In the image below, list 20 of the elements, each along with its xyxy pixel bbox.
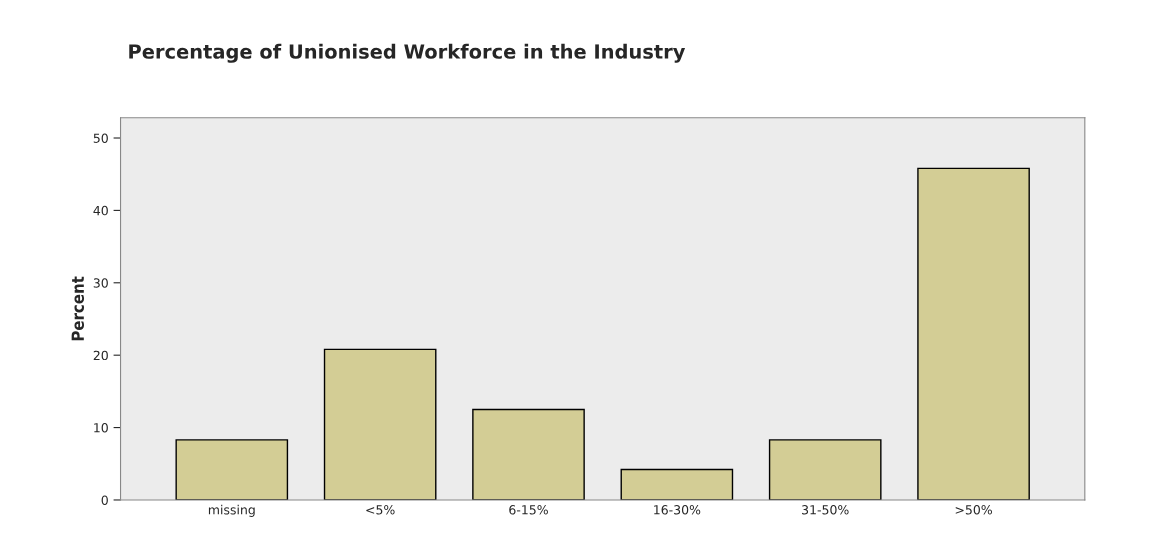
chart-title: Percentage of Unionised Workforce in the Industry: [129, 43, 686, 63]
bar: [472, 408, 585, 500]
y-tick-label: 20: [93, 350, 108, 361]
x-tick-label: 6-15%: [509, 505, 548, 515]
x-tick-label: <5%: [366, 505, 395, 515]
bar: [323, 348, 437, 500]
y-tick-label: 40: [93, 205, 108, 216]
x-tick-label: >50%: [955, 505, 992, 515]
bar: [620, 468, 734, 500]
bar: [175, 439, 289, 500]
y-axis-title: Percent: [71, 276, 85, 341]
bar: [917, 167, 1030, 500]
x-tick-label: missing: [208, 504, 255, 517]
y-tick-label: 50: [93, 133, 108, 143]
x-tick-label: 16-30%: [654, 505, 701, 515]
x-tick-label: 31-50%: [802, 505, 849, 515]
y-tick-label: 10: [94, 423, 108, 433]
bar: [768, 439, 882, 500]
y-tick-label: 0: [101, 495, 108, 505]
y-tick-label: 30: [93, 278, 108, 288]
